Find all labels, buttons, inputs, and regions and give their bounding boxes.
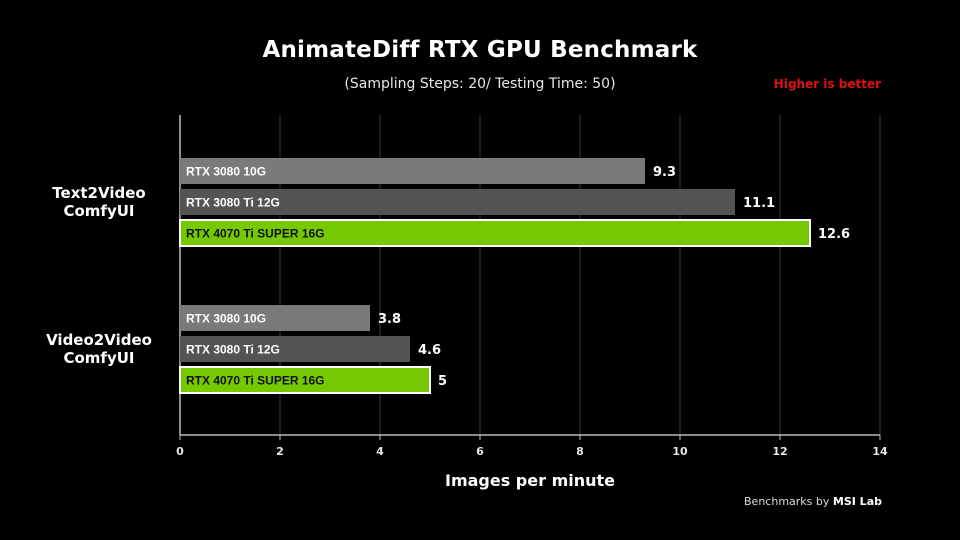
bar-series-label-g1-s2: RTX 4070 Ti SUPER 16G [186,374,325,388]
higher-is-better-note: Higher is better [773,77,881,91]
credit-brand: MSI Lab [832,495,882,508]
credit-line: Benchmarks by MSI Lab [744,495,882,508]
x-tick-label-0: 0 [176,445,184,458]
value-label-g1-s1: 4.6 [418,343,441,358]
category-label-1: Video2Video ComfyUI [46,331,152,367]
x-tick-label-4: 4 [376,445,384,458]
x-tick-label-2: 2 [276,445,284,458]
bar-g0-s1 [180,189,735,215]
x-tick-label-10: 10 [672,445,688,458]
value-label-g0-s1: 11.1 [743,196,775,211]
value-label-g1-s2: 5 [438,374,447,389]
bar-series-label-g1-s0: RTX 3080 10G [186,312,266,326]
value-label-g0-s2: 12.6 [818,227,850,242]
bar-series-label-g0-s1: RTX 3080 Ti 12G [186,196,280,210]
x-tick-label-14: 14 [872,445,888,458]
bar-g1-s0 [180,305,370,331]
x-axis-label: Images per minute [444,471,616,490]
chart-title: AnimateDiff RTX GPU Benchmark [262,37,698,63]
x-tick-label-12: 12 [772,445,787,458]
bar-series-label-g1-s1: RTX 3080 Ti 12G [186,343,280,357]
category-label-line: Video2Video [46,331,152,349]
category-label-line: ComfyUI [63,349,134,367]
chart-subtitle: (Sampling Steps: 20/ Testing Time: 50) [344,76,616,92]
value-label-g1-s0: 3.8 [378,312,401,327]
value-label-g0-s0: 9.3 [653,165,676,180]
category-label-line: ComfyUI [63,202,134,220]
bar-series-label-g0-s0: RTX 3080 10G [186,165,266,179]
credit-prefix: Benchmarks by [744,495,830,508]
bar-series-label-g0-s2: RTX 4070 Ti SUPER 16G [186,227,325,241]
x-tick-label-8: 8 [576,445,584,458]
bar-g0-s2 [179,219,811,247]
bar-g0-s0 [180,158,645,184]
category-label-line: Text2Video [52,184,145,202]
bar-g1-s1 [180,336,410,362]
bar-g1-s2 [179,366,431,394]
category-label-0: Text2Video ComfyUI [52,184,145,220]
x-tick-label-6: 6 [476,445,484,458]
